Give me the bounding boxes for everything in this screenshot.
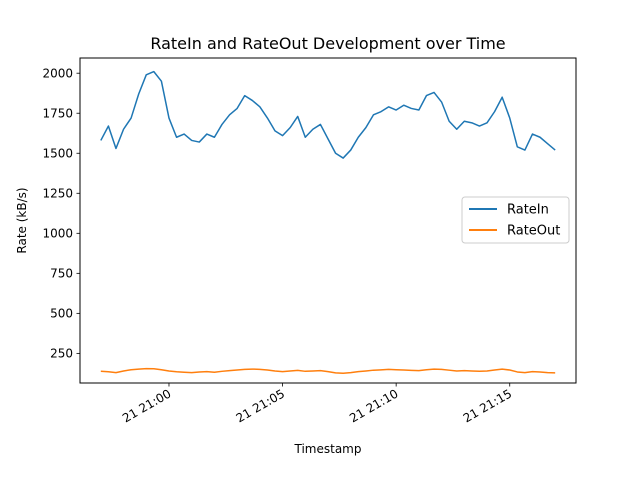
y-tick-label: 250: [50, 347, 73, 361]
legend-label-ratein: RateIn: [507, 203, 549, 218]
y-tick-label: 1750: [42, 107, 73, 121]
y-tick-label: 500: [50, 307, 73, 321]
axes-frame: [79, 57, 577, 384]
y-tick-label: 1250: [42, 187, 73, 201]
y-tick-label: 2000: [42, 67, 73, 81]
y-tick-label: 1500: [42, 147, 73, 161]
y-tick-label: 1000: [42, 227, 73, 241]
y-axis-title: Rate (kB/s): [15, 187, 29, 253]
y-axis: 250 500 750 1000 1250 1500 1750 2000: [42, 67, 80, 361]
series-line-ratein: [100, 70, 556, 159]
legend-label-rateout: RateOut: [507, 224, 560, 239]
chart-title: RateIn and RateOut Development over Time: [150, 34, 505, 53]
x-axis-title: Timestamp: [294, 442, 362, 456]
series-line-rateout: [100, 367, 556, 374]
plot-area: [79, 57, 577, 384]
series-layer: [100, 70, 556, 374]
y-tick-label: 750: [50, 267, 73, 281]
legend: RateIn RateOut: [461, 196, 570, 244]
